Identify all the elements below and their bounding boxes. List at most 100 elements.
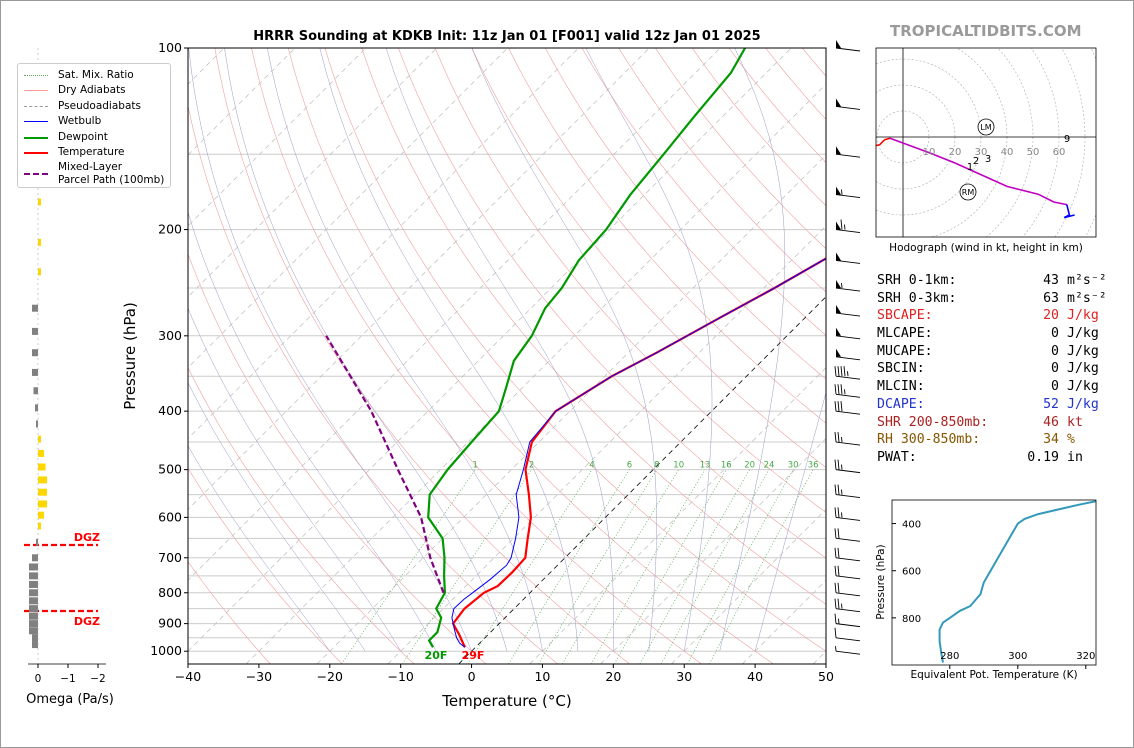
mixing-ratio-label: 36 [808, 461, 819, 471]
barb-half [841, 464, 843, 470]
barb-full [834, 565, 837, 576]
barb-staff [835, 410, 861, 415]
legend-swatch [24, 105, 48, 107]
parameter-row: SBCIN: 0 J/kg [877, 360, 1107, 378]
dry-adiabat-line [214, 48, 630, 664]
x-tick-label: −30 [246, 669, 272, 684]
barb-full [837, 401, 840, 412]
barb-staff [835, 557, 861, 562]
pseudo-adiabat-line [471, 48, 657, 652]
dgz-label: DGZ [74, 531, 100, 544]
wind-barb [834, 582, 861, 597]
barb-staff [835, 575, 861, 580]
omega-tick-label: 0 [35, 673, 42, 685]
barb-flag [836, 186, 841, 195]
hodograph-ring-label: 40 [1001, 147, 1014, 158]
barb-full [834, 528, 837, 539]
mixing-ratio-label: 8 [654, 461, 659, 471]
surface-temperature-label: 29F [462, 649, 485, 662]
height-label: 3 [985, 154, 991, 165]
mixing-ratio-label: 20 [744, 461, 755, 471]
omega-bar [38, 476, 47, 484]
barb-half [841, 282, 843, 289]
theta-e-x-tick-label: 320 [1076, 651, 1095, 662]
parameter-row: SHR 200-850mb: 46 kt [877, 414, 1107, 432]
parameter-unit: m²s⁻² [1067, 273, 1107, 288]
mixing-ratio-label: 10 [673, 461, 684, 471]
barb-full [834, 431, 837, 443]
omega-bar [38, 268, 41, 276]
parameter-label: DCAPE: [877, 396, 925, 412]
barb-full [834, 366, 837, 377]
isotherm-line [458, 296, 826, 664]
legend-label: Mixed-Layer Parcel Path (100mb) [58, 161, 165, 187]
dry-adiabat-line [398, 48, 826, 559]
isotherm-line [188, 48, 650, 510]
wind-barb [834, 627, 861, 642]
barb-half [835, 646, 837, 652]
y-tick-label: 500 [158, 462, 182, 477]
parameter-row: SBCAPE: 20 J/kg [877, 307, 1107, 325]
barb-staff [835, 375, 861, 380]
surface-dewpoint-label: 20F [425, 649, 448, 662]
wind-barb [835, 305, 861, 317]
hodograph-trace [884, 137, 891, 141]
barb-staff [835, 637, 861, 642]
dry-adiabat-line [581, 48, 826, 336]
x-tick-label: −20 [317, 669, 343, 684]
isotherm-line [188, 48, 579, 440]
omega-bar [36, 420, 38, 428]
omega-bar [29, 597, 38, 605]
omega-bar [38, 435, 41, 443]
y-tick-label: 100 [158, 40, 182, 55]
omega-bar [33, 387, 38, 395]
chart-title: HRRR Sounding at KDKB Init: 11z Jan 01 [… [253, 29, 760, 44]
y-tick-label: 700 [158, 550, 182, 565]
omega-bar [32, 554, 38, 562]
wind-barb [834, 598, 861, 613]
hodograph-trace [876, 139, 886, 147]
parameter-label: SRH 0-1km: [877, 273, 957, 288]
omega-tick-label: −2 [90, 673, 105, 685]
theta-e-line [938, 500, 1096, 663]
omega-bar [38, 238, 41, 246]
barb-full [837, 459, 840, 470]
parameter-label: MLCAPE: [877, 326, 933, 342]
barb-staff [835, 259, 861, 264]
barb-flag [836, 280, 841, 289]
y-tick-label: 800 [158, 585, 182, 600]
x-tick-label: 40 [747, 669, 763, 684]
dgz-label: DGZ [74, 615, 100, 628]
mixing-ratio-line [508, 469, 630, 664]
y-tick-label: 200 [158, 222, 182, 237]
dry-adiabat-line [434, 48, 826, 513]
parameter-label: MUCAPE: [877, 343, 933, 359]
omega-bar [29, 612, 38, 620]
wind-barb [834, 366, 861, 380]
dry-adiabat-line [471, 48, 826, 468]
barb-half [841, 436, 843, 443]
hodograph-caption: Hodograph (wind in kt, height in km) [889, 242, 1083, 254]
wind-barb [834, 507, 861, 521]
wind-barb [835, 646, 861, 655]
omega-bar [32, 349, 38, 357]
pseudo-adiabat-line [585, 48, 713, 652]
barb-half [841, 603, 843, 609]
barb-staff [835, 335, 861, 340]
barb-half [838, 618, 840, 624]
legend-swatch [24, 152, 48, 154]
omega-bar [38, 522, 41, 530]
skewt-frame [187, 47, 827, 665]
legend-label: Dewpoint [58, 130, 108, 143]
skewt-series [325, 48, 826, 648]
storm-motion-label: RM [962, 188, 975, 197]
parameter-label: SHR 200-850mb: [877, 414, 989, 430]
parameter-label: SBCAPE: [877, 308, 933, 324]
legend-item: Mixed-Layer Parcel Path (100mb) [24, 161, 169, 186]
hodograph-trace [889, 137, 1067, 206]
wind-barb [835, 146, 861, 158]
parameter-unit: kt [1067, 414, 1083, 430]
mixing-ratio-label: 24 [764, 461, 775, 471]
parameter-row: MLCAPE: 0 J/kg [877, 325, 1107, 343]
hodograph-axes: 10 20 30 40 50 60 LM RM 12 3 9 [875, 47, 1097, 238]
